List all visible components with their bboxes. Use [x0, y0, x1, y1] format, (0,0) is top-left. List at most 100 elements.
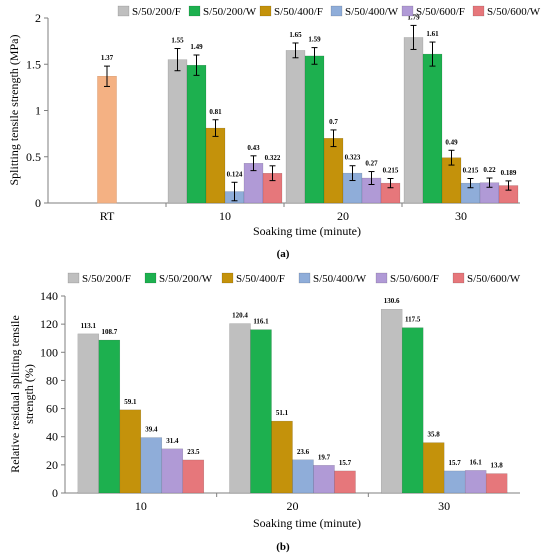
x-tick-label: 10	[135, 499, 147, 513]
data-label: 130.6	[384, 297, 400, 305]
data-label: 0.43	[247, 144, 260, 152]
legend-swatch	[298, 272, 311, 284]
data-label: 116.1	[253, 318, 269, 326]
bar-s-50-600-f	[313, 465, 335, 494]
bar-s-50-600-w	[485, 473, 508, 494]
data-label: 108.7	[101, 328, 117, 336]
bar-s-50-200-f	[167, 59, 188, 204]
data-label: 13.8	[491, 462, 504, 470]
legend-swatch	[67, 272, 80, 284]
y-tick-label: 0.5	[26, 150, 41, 164]
data-label: 0.22	[483, 166, 496, 174]
data-label: 0.322	[265, 154, 281, 162]
data-label: 1.59	[308, 36, 321, 44]
legend-label: S/50/400/W	[313, 273, 367, 285]
chart-panel-a: 0 0.5 1 1.5 2 RT 1.37 10 1.55 1.49 0.81 0.124 0.43 0.…	[7, 5, 541, 260]
legend-label: S/50/400/W	[345, 6, 399, 18]
legend-swatch	[188, 5, 201, 17]
data-label: 1.55	[171, 37, 184, 45]
bar-s-50-200-f	[285, 50, 306, 204]
y-tick-label: 1.5	[26, 57, 41, 71]
legend-swatch	[472, 5, 485, 17]
y-axis-title: Relative residual splitting tensile	[8, 315, 22, 473]
data-label: 15.7	[449, 459, 462, 467]
y-tick-label: 60	[46, 402, 58, 416]
y-tick-label: 2	[35, 11, 41, 25]
bar-s-50-400-f	[422, 442, 445, 494]
bar-s-50-400-f	[119, 409, 142, 494]
chart-panel-b: 0 20 40 60 80 100 120 140 10 113.1 108.7 59.1 39.4 31…	[8, 272, 521, 553]
x-tick-label: RT	[100, 209, 115, 223]
legend-swatch	[144, 272, 157, 284]
data-label: 113.1	[81, 322, 97, 330]
bar-s-50-200-w	[401, 327, 424, 494]
legend-label: S/50/600/F	[390, 273, 439, 285]
legend-label: S/50/600/W	[467, 273, 521, 285]
x-tick-label: 30	[455, 209, 467, 223]
legend-swatch	[375, 272, 388, 284]
y-tick-label: 0	[35, 196, 41, 210]
data-label: 1.37	[101, 54, 114, 62]
y-tick-label: 20	[46, 458, 58, 472]
bar-s-50-200-w	[186, 64, 207, 204]
bar-s-50-200-w	[304, 55, 325, 204]
panel-caption: (a)	[277, 248, 290, 260]
bar-s-50-600-f	[161, 448, 184, 494]
y-tick-label: 1	[35, 104, 41, 118]
data-label: 0.7	[329, 118, 338, 126]
data-label: 0.215	[383, 166, 399, 174]
data-label: 0.49	[445, 138, 458, 146]
bar-s-50-200-w	[98, 339, 121, 494]
x-tick-label: 30	[438, 499, 450, 513]
bar-s-50-200-f	[380, 309, 403, 494]
data-label: 15.7	[339, 459, 352, 467]
legend-swatch	[221, 272, 234, 284]
data-label: 35.8	[428, 431, 441, 439]
data-label: 1.49	[190, 43, 203, 51]
legend-swatch	[401, 5, 414, 17]
data-label: 0.27	[365, 160, 378, 168]
panel-caption: (b)	[276, 541, 290, 553]
y-tick-label: 120	[40, 317, 58, 331]
bar-s-50-600-f	[464, 470, 487, 494]
y-tick-label: 80	[46, 373, 58, 387]
bar-rt	[97, 76, 117, 204]
data-label: 0.189	[501, 169, 517, 177]
data-label: 1.65	[289, 31, 302, 39]
y-tick-label: 140	[40, 289, 58, 303]
y-tick-label: 100	[40, 345, 58, 359]
bar-s-50-400-w	[443, 470, 466, 494]
bar-s-50-200-f	[403, 37, 424, 204]
legend-label: S/50/200/F	[132, 6, 181, 18]
legend-swatch	[117, 5, 130, 17]
bar-s-50-400-f	[205, 127, 226, 204]
x-axis-title: Soaking time (minute)	[253, 224, 361, 238]
legend-label: S/50/200/F	[82, 273, 131, 285]
legend-label: S/50/400/F	[236, 273, 285, 285]
legend-swatch	[259, 5, 272, 17]
data-label: 120.4	[232, 312, 248, 320]
bar-s-50-200-w	[250, 329, 272, 494]
bar-s-50-600-w	[334, 470, 356, 494]
legend-label: S/50/600/W	[487, 6, 541, 18]
x-tick-label: 10	[219, 209, 231, 223]
data-label: 59.1	[124, 398, 137, 406]
data-label: 1.79	[407, 13, 420, 21]
data-label: 23.5	[187, 448, 200, 456]
bar-s-50-400-f	[323, 138, 344, 204]
data-label: 16.1	[470, 458, 483, 466]
x-tick-label: 20	[337, 209, 349, 223]
legend-label: S/50/200/W	[159, 273, 213, 285]
bar-s-50-400-w	[140, 437, 163, 494]
data-label: 1.61	[426, 30, 439, 38]
data-label: 51.1	[276, 409, 289, 417]
legend-label: S/50/600/F	[416, 6, 465, 18]
data-label: 0.81	[209, 108, 222, 116]
data-label: 0.215	[463, 166, 479, 174]
bar-s-50-200-f	[229, 323, 251, 494]
legend-swatch	[330, 5, 343, 17]
data-label: 117.5	[405, 316, 421, 324]
data-label: 39.4	[145, 426, 158, 434]
legend-swatch	[452, 272, 465, 284]
